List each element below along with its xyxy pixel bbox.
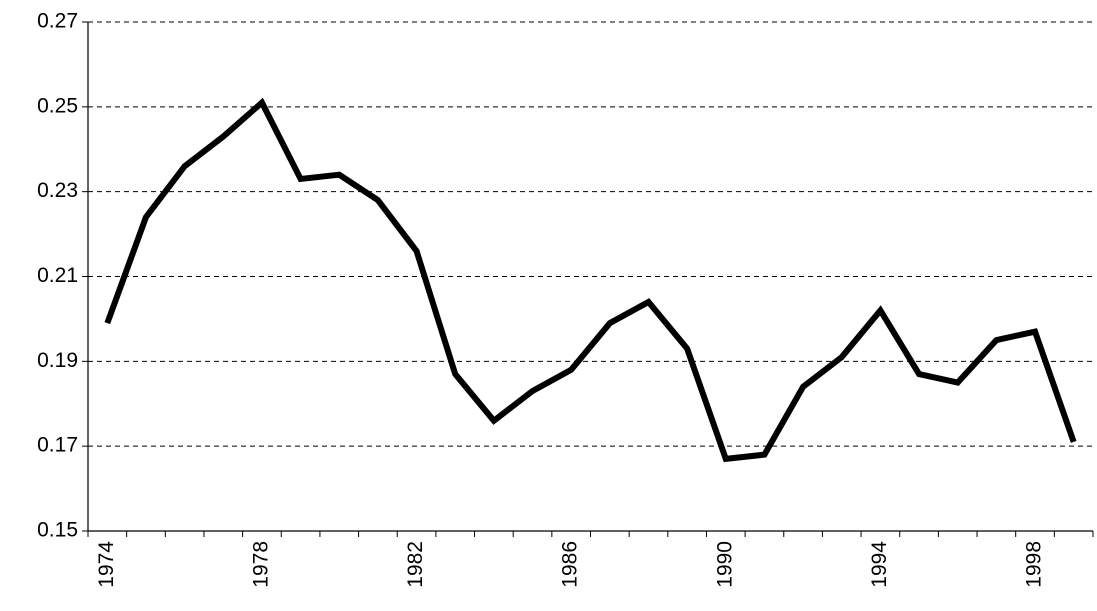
y-tick-label: 0.21 (37, 264, 78, 287)
y-tick-label: 0.23 (37, 179, 78, 202)
x-tick-label: 1990 (713, 541, 736, 588)
x-tick-label: 1994 (868, 541, 891, 588)
y-tick-label: 0.25 (37, 94, 78, 117)
x-tick-label: 1978 (249, 541, 272, 588)
y-tick-label: 0.27 (37, 10, 78, 33)
x-tick-label: 1982 (404, 541, 427, 588)
y-tick-label: 0.19 (37, 349, 78, 372)
y-tick-label: 0.15 (37, 519, 78, 542)
line-series (104, 97, 1077, 463)
x-tick-label: 1974 (95, 541, 118, 588)
y-tick-label: 0.17 (37, 434, 78, 457)
x-tick-label: 1986 (559, 541, 582, 588)
x-tick-label: 1998 (1023, 541, 1046, 588)
